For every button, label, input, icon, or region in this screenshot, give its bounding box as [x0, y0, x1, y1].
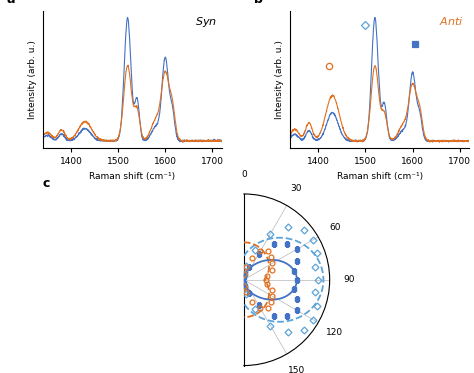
Text: $\it{Anti}$: $\it{Anti}$: [439, 15, 464, 27]
Text: a: a: [7, 0, 15, 6]
X-axis label: Raman shift (cm⁻¹): Raman shift (cm⁻¹): [337, 172, 423, 181]
Text: $\it{Syn}$: $\it{Syn}$: [195, 15, 217, 29]
Y-axis label: Intensity (arb. u.): Intensity (arb. u.): [28, 40, 37, 119]
Text: c: c: [43, 177, 50, 190]
Y-axis label: Intensity (arb. u.): Intensity (arb. u.): [275, 40, 284, 119]
X-axis label: Raman shift (cm⁻¹): Raman shift (cm⁻¹): [89, 172, 175, 181]
Text: b: b: [254, 0, 263, 6]
